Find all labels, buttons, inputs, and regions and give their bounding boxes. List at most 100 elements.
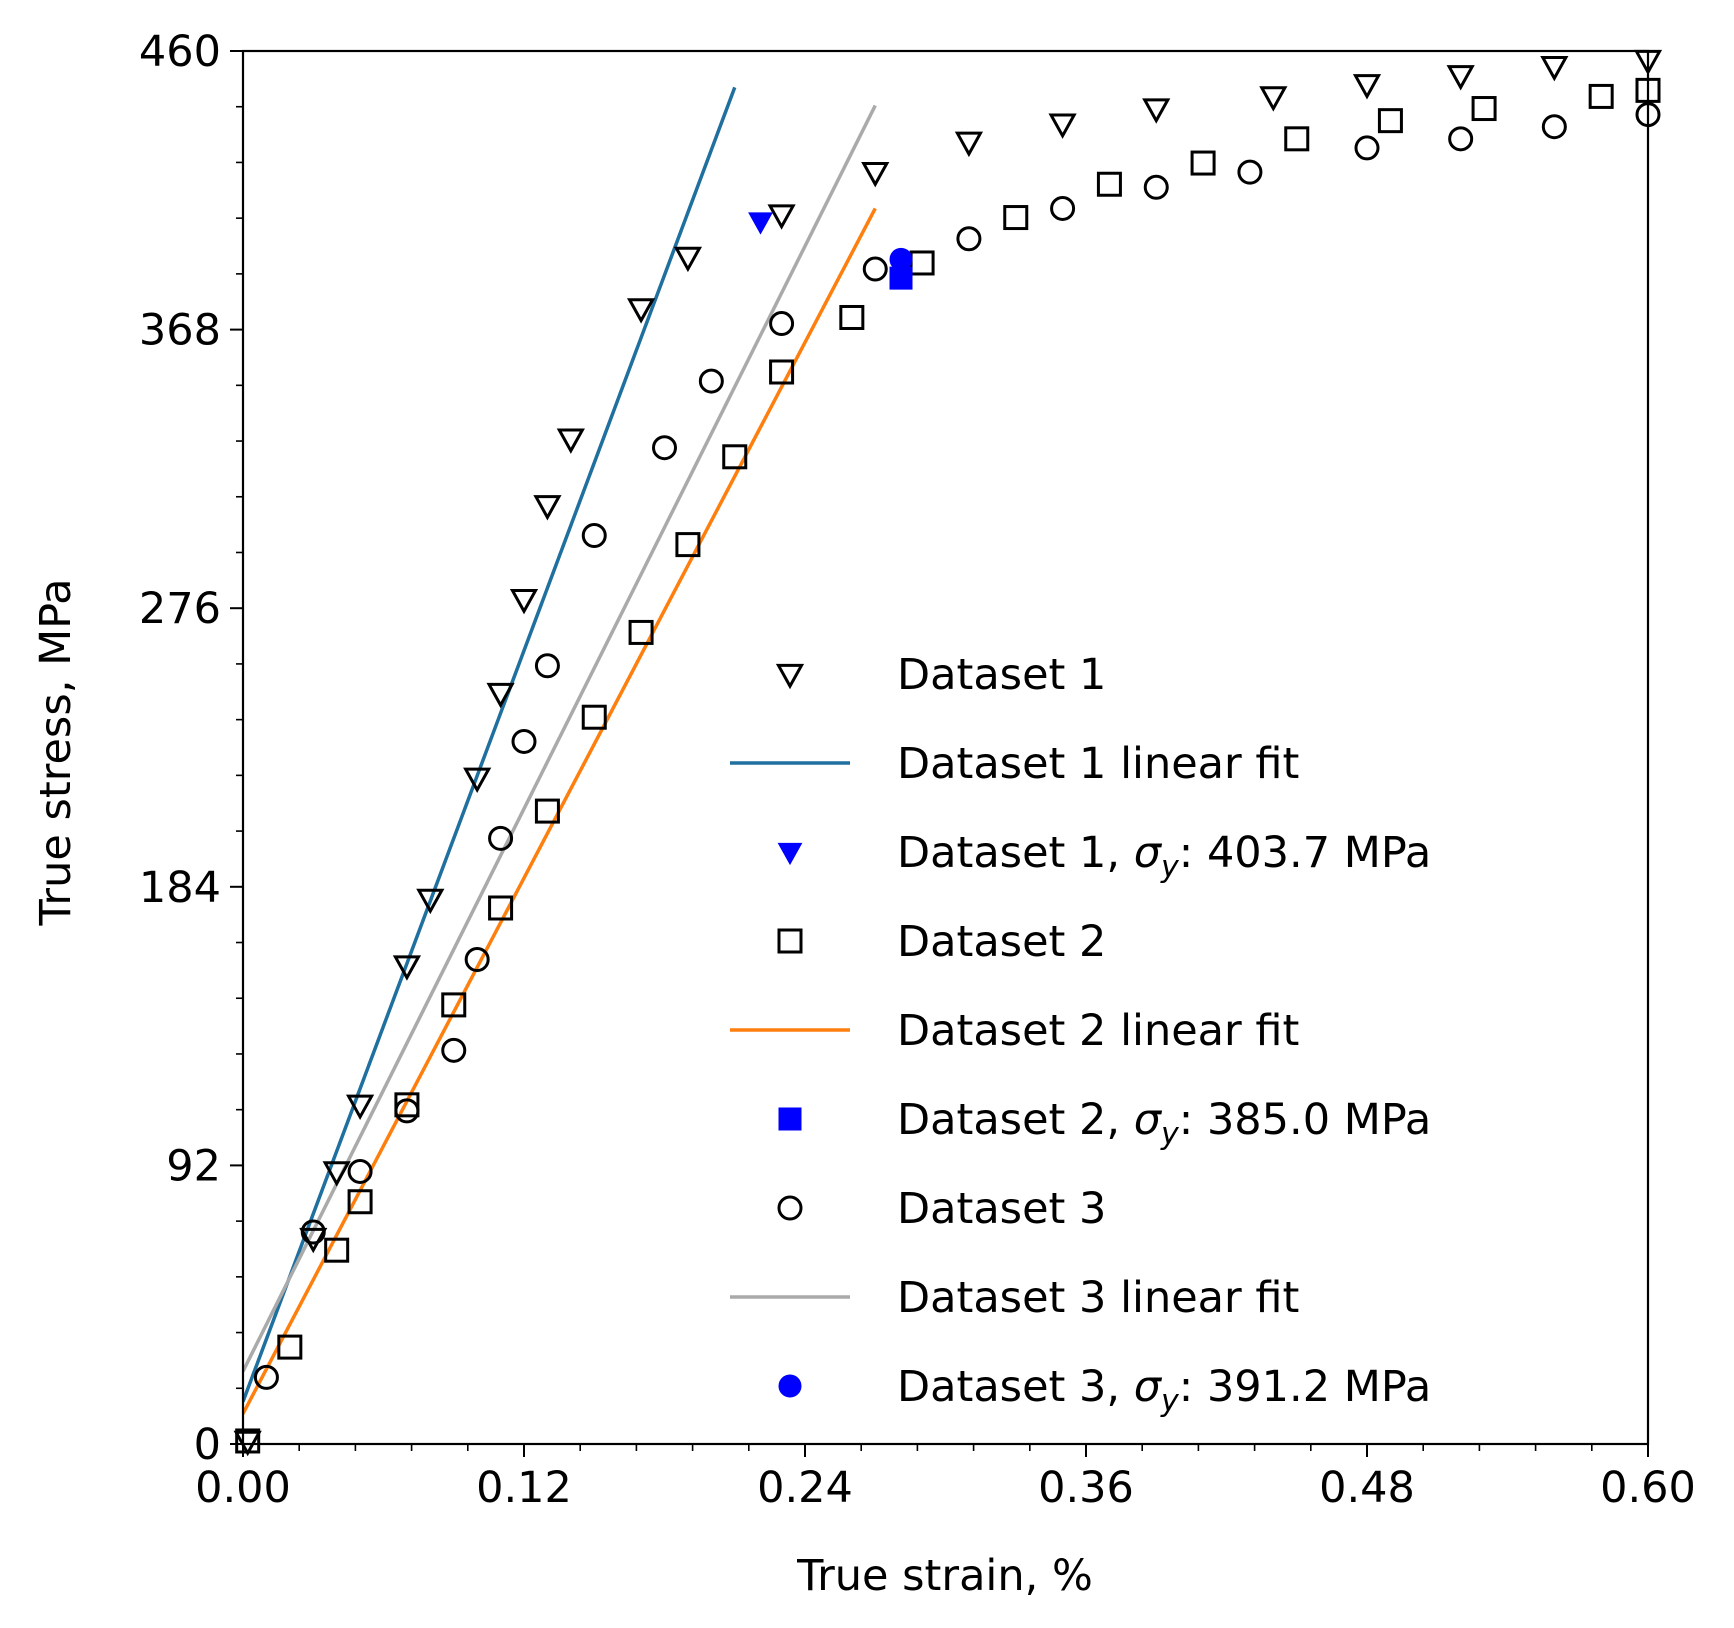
legend-label-symbol: σ xyxy=(1134,1362,1163,1412)
data-point-6-3 xyxy=(394,1098,420,1124)
x-tick-label: 0.12 xyxy=(476,1463,572,1513)
legend-label-symbol: σ xyxy=(1134,1095,1163,1145)
data-point-3-13 xyxy=(839,304,865,330)
legend-label: Dataset 1 xyxy=(897,650,1106,700)
legend-marker-8 xyxy=(778,1374,802,1398)
legend-label-text: Dataset 2 xyxy=(897,917,1106,967)
yield-point-8-0 xyxy=(889,247,913,271)
data-point-0-3 xyxy=(345,1094,375,1121)
data-point-6-11 xyxy=(698,368,724,394)
legend-label-text: Dataset 3, xyxy=(897,1362,1134,1412)
legend-label-text: Dataset 1, xyxy=(897,828,1134,878)
data-point-3-2 xyxy=(324,1237,350,1263)
legend-label-text: Dataset 2, xyxy=(897,1095,1134,1145)
data-point-6-8 xyxy=(534,653,560,679)
y-tick-label: 92 xyxy=(166,1141,221,1191)
data-point-3-0 xyxy=(235,1428,261,1454)
data-point-3-15 xyxy=(1003,205,1029,231)
legend-label-value: : 391.2 MPa xyxy=(1179,1362,1431,1412)
legend-label: Dataset 2 linear fit xyxy=(897,1006,1299,1056)
data-point-6-17 xyxy=(1237,159,1263,185)
x-tick-label: 0.24 xyxy=(757,1463,853,1513)
data-point-3-8 xyxy=(581,704,607,730)
legend-label: Dataset 2, σy: 385.0 MPa xyxy=(897,1095,1431,1152)
y-tick-label: 368 xyxy=(139,306,221,356)
legend-label-text: Dataset 3 linear fit xyxy=(897,1273,1299,1323)
legend-label-symbol: σ xyxy=(1134,828,1163,878)
data-point-6-19 xyxy=(1448,126,1474,152)
legend-label-text: Dataset 2 linear fit xyxy=(897,1006,1299,1056)
data-point-6-7 xyxy=(511,728,537,754)
data-point-6-2 xyxy=(347,1158,373,1184)
data-point-3-5 xyxy=(441,992,467,1018)
data-point-0-16 xyxy=(1048,113,1077,139)
data-point-3-9 xyxy=(628,619,654,645)
legend-label-subscript: y xyxy=(1160,850,1180,885)
data-point-0-21 xyxy=(1540,55,1569,82)
y-tick-label: 276 xyxy=(139,584,221,634)
data-point-0-18 xyxy=(1259,86,1288,112)
legend-label: Dataset 3 linear fit xyxy=(897,1273,1299,1323)
x-tick-label: 0.00 xyxy=(195,1463,291,1513)
legend-label-value: : 403.7 MPa xyxy=(1179,828,1431,878)
data-point-3-12 xyxy=(769,359,795,385)
plot-markers xyxy=(233,49,1663,1457)
data-point-3-3 xyxy=(347,1189,373,1215)
data-point-6-9 xyxy=(581,523,607,549)
y-tick-label: 460 xyxy=(139,27,221,77)
data-point-3-1 xyxy=(277,1334,303,1360)
x-tick-label: 0.36 xyxy=(1038,1463,1134,1513)
data-point-0-2 xyxy=(322,1161,351,1187)
data-point-0-15 xyxy=(954,131,984,158)
data-point-0-12 xyxy=(673,246,703,273)
data-point-6-4 xyxy=(441,1037,467,1063)
legend-label-text: Dataset 1 xyxy=(897,650,1106,700)
y-tick-label: 184 xyxy=(139,863,221,913)
data-point-0-14 xyxy=(861,161,890,188)
data-point-0-4 xyxy=(392,955,422,981)
legend-marker-2 xyxy=(777,842,803,866)
data-point-0-17 xyxy=(1142,98,1171,124)
legend-marker-6 xyxy=(777,1195,803,1221)
data-point-3-21 xyxy=(1588,83,1614,109)
legend-label: Dataset 1 linear fit xyxy=(897,739,1299,789)
data-point-6-20 xyxy=(1541,114,1567,140)
data-point-6-18 xyxy=(1354,135,1380,161)
legend-label: Dataset 3 xyxy=(897,1184,1106,1234)
legend-label-text: Dataset 3 xyxy=(897,1184,1106,1234)
fit-line-7 xyxy=(243,104,877,1373)
data-point-3-19 xyxy=(1377,108,1403,134)
data-point-6-5 xyxy=(464,946,490,972)
data-point-6-16 xyxy=(1143,174,1169,200)
legend-label-text: Dataset 1 linear fit xyxy=(897,739,1299,789)
data-point-0-19 xyxy=(1352,74,1382,100)
data-point-3-11 xyxy=(722,444,748,470)
yield-point-2-0 xyxy=(748,212,773,235)
data-point-6-10 xyxy=(652,435,677,461)
x-tick-label: 0.60 xyxy=(1600,1463,1696,1513)
data-point-0-6 xyxy=(463,767,492,793)
legend-label: Dataset 3, σy: 391.2 MPa xyxy=(897,1362,1431,1419)
data-point-3-7 xyxy=(534,798,560,824)
x-axis-label: True strain, % xyxy=(796,1551,1093,1601)
legend-marker-0 xyxy=(775,663,805,690)
data-point-0-10 xyxy=(556,428,585,454)
x-tick-label: 0.48 xyxy=(1319,1463,1415,1513)
data-point-3-4 xyxy=(394,1092,420,1118)
plot-frame xyxy=(241,49,1650,1446)
data-point-0-13 xyxy=(767,204,796,230)
data-point-6-1 xyxy=(300,1219,326,1245)
data-point-6-14 xyxy=(956,226,982,252)
data-point-6-13 xyxy=(862,256,888,282)
legend-label: Dataset 2 xyxy=(897,917,1106,967)
y-tick-label: 0 xyxy=(194,1420,221,1470)
data-point-6-0 xyxy=(253,1364,279,1390)
data-point-0-9 xyxy=(533,495,562,521)
data-point-6-12 xyxy=(769,311,795,337)
fit-line-1 xyxy=(243,86,737,1403)
legend-marker-5 xyxy=(778,1107,802,1131)
data-point-0-11 xyxy=(626,298,656,324)
y-axis-label: True stress, MPa xyxy=(31,578,81,926)
legend-label-subscript: y xyxy=(1160,1384,1180,1419)
